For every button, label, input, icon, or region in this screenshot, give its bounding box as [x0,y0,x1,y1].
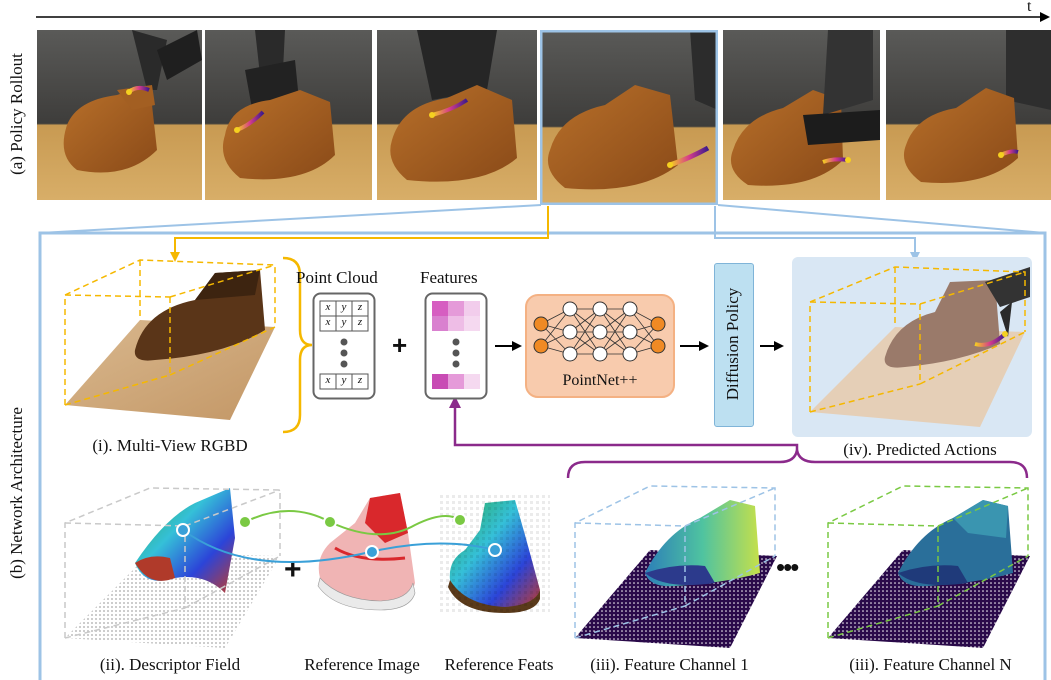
rollout-frame-2 [205,30,372,200]
pc-cell-x: x [325,301,331,313]
channel-1-caption: (iii). Feature Channel 1 [590,655,749,674]
rollout-frame-4 [540,30,718,205]
pc-cell-x: x [325,374,331,386]
rollout-frame-1 [37,30,202,200]
pc-cell-z: z [357,316,363,328]
pc-cell-y: y [341,374,347,386]
reference-feats-figure [440,495,550,615]
descriptor-caption: (ii). Descriptor Field [99,655,241,674]
point-cloud-title: Point Cloud [296,268,378,287]
point-cloud-block [312,292,376,400]
multiview-rgbd-figure [64,259,276,420]
predicted-actions-figure [809,266,1030,427]
reference-feats-caption: Reference Feats [444,655,554,674]
pc-cell-x: x [325,316,331,328]
pc-cell-y: y [341,301,347,313]
rollout-frame-6 [886,30,1051,200]
pc-row-2: x y z [320,316,368,328]
pc-cell-z: z [357,301,363,313]
timeline-label: t [1027,0,1032,15]
rollout-frame-5 [723,30,880,200]
feature-channel-1-figure [574,485,777,648]
pc-row-n: x y z [320,374,368,386]
diffusion-policy-label: Diffusion Policy [723,287,742,401]
reference-image-caption: Reference Image [304,655,420,674]
pointnet-block [525,294,675,398]
diffusion-policy-block [714,263,754,427]
pc-cell-z: z [357,374,363,386]
features-block [424,292,488,400]
features-title: Features [420,268,478,287]
reference-image-figure [317,493,416,611]
pc-cell-y: y [341,316,347,328]
rollout-frame-3 [377,30,537,200]
timeline-arrow [36,12,1050,22]
predicted-caption: (iv). Predicted Actions [843,440,997,459]
plus-sign-2: + [284,553,302,586]
descriptor-field-figure [64,487,281,648]
channel-n-caption: (iii). Feature Channel N [849,655,1012,674]
multiview-caption: (i). Multi-View RGBD [92,436,248,455]
pointnet-label: PointNet++ [562,372,638,389]
feature-channel-n-figure [827,485,1030,648]
pc-row-1: x y z [320,301,368,313]
plus-sign: + [392,330,408,360]
channel-ellipsis: ••• [776,552,799,582]
